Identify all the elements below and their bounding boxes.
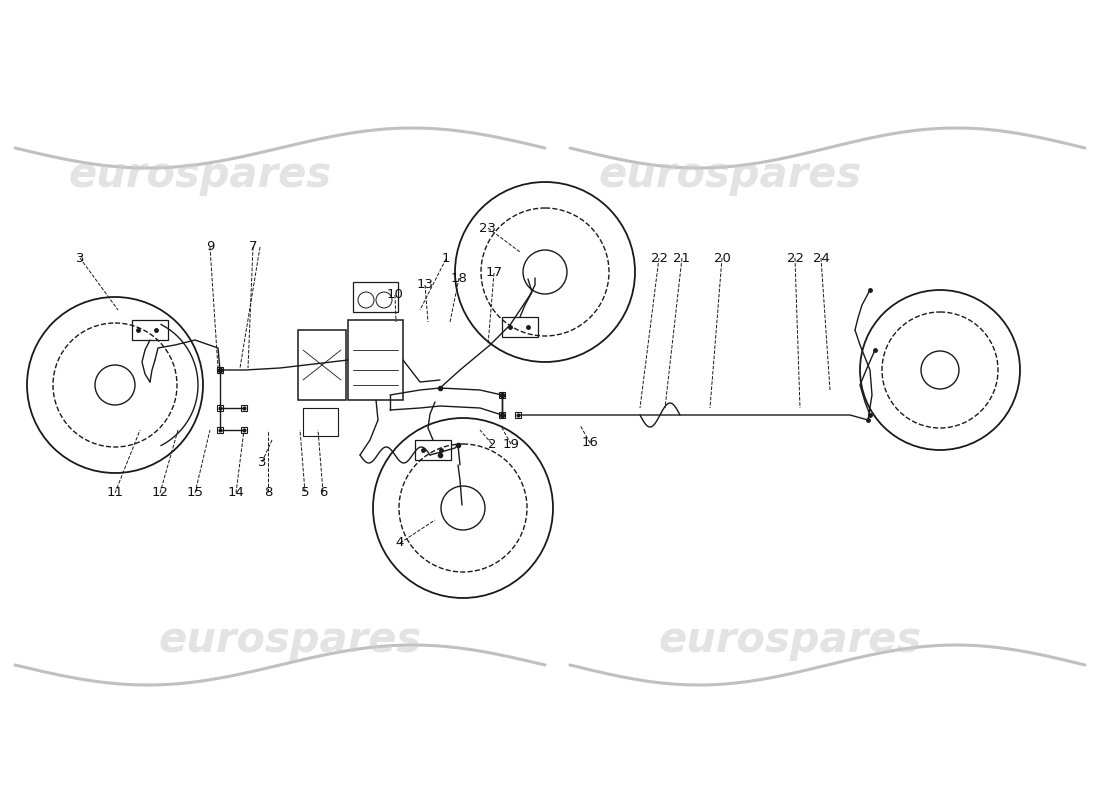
Bar — [302, 408, 338, 436]
Text: 17: 17 — [485, 266, 503, 279]
Bar — [217, 427, 223, 433]
Text: 23: 23 — [480, 222, 496, 234]
Bar — [502, 317, 538, 337]
Bar — [415, 440, 451, 460]
Text: 19: 19 — [503, 438, 519, 450]
Text: 24: 24 — [813, 251, 829, 265]
Bar — [132, 320, 168, 340]
Text: 22: 22 — [786, 251, 803, 265]
Text: 9: 9 — [206, 241, 214, 254]
Text: 12: 12 — [152, 486, 168, 499]
Bar — [499, 392, 505, 398]
Bar — [298, 330, 346, 400]
Text: 18: 18 — [451, 271, 468, 285]
Text: 7: 7 — [249, 241, 257, 254]
Text: 21: 21 — [673, 251, 691, 265]
Bar — [241, 427, 248, 433]
Text: eurospares: eurospares — [598, 154, 861, 196]
Bar — [515, 412, 521, 418]
Text: 3: 3 — [257, 455, 266, 469]
Text: 1: 1 — [442, 253, 450, 266]
Text: 13: 13 — [417, 278, 433, 291]
Text: 14: 14 — [228, 486, 244, 499]
Text: 4: 4 — [396, 537, 404, 550]
Text: eurospares: eurospares — [158, 619, 421, 661]
Text: 15: 15 — [187, 486, 204, 499]
Text: 2: 2 — [487, 438, 496, 450]
Text: 6: 6 — [319, 486, 327, 498]
Bar — [499, 412, 505, 418]
Text: eurospares: eurospares — [659, 619, 922, 661]
Text: 8: 8 — [264, 486, 272, 498]
Bar — [353, 282, 398, 312]
Bar — [348, 320, 403, 400]
Text: 5: 5 — [300, 486, 309, 498]
Bar — [217, 405, 223, 411]
Text: 22: 22 — [650, 251, 668, 265]
Text: 16: 16 — [582, 437, 598, 450]
Text: 20: 20 — [714, 251, 730, 265]
Text: eurospares: eurospares — [68, 154, 331, 196]
Bar — [241, 405, 248, 411]
Text: 10: 10 — [386, 289, 404, 302]
Text: 11: 11 — [107, 486, 123, 499]
Text: 3: 3 — [76, 251, 85, 265]
Bar — [217, 367, 223, 373]
